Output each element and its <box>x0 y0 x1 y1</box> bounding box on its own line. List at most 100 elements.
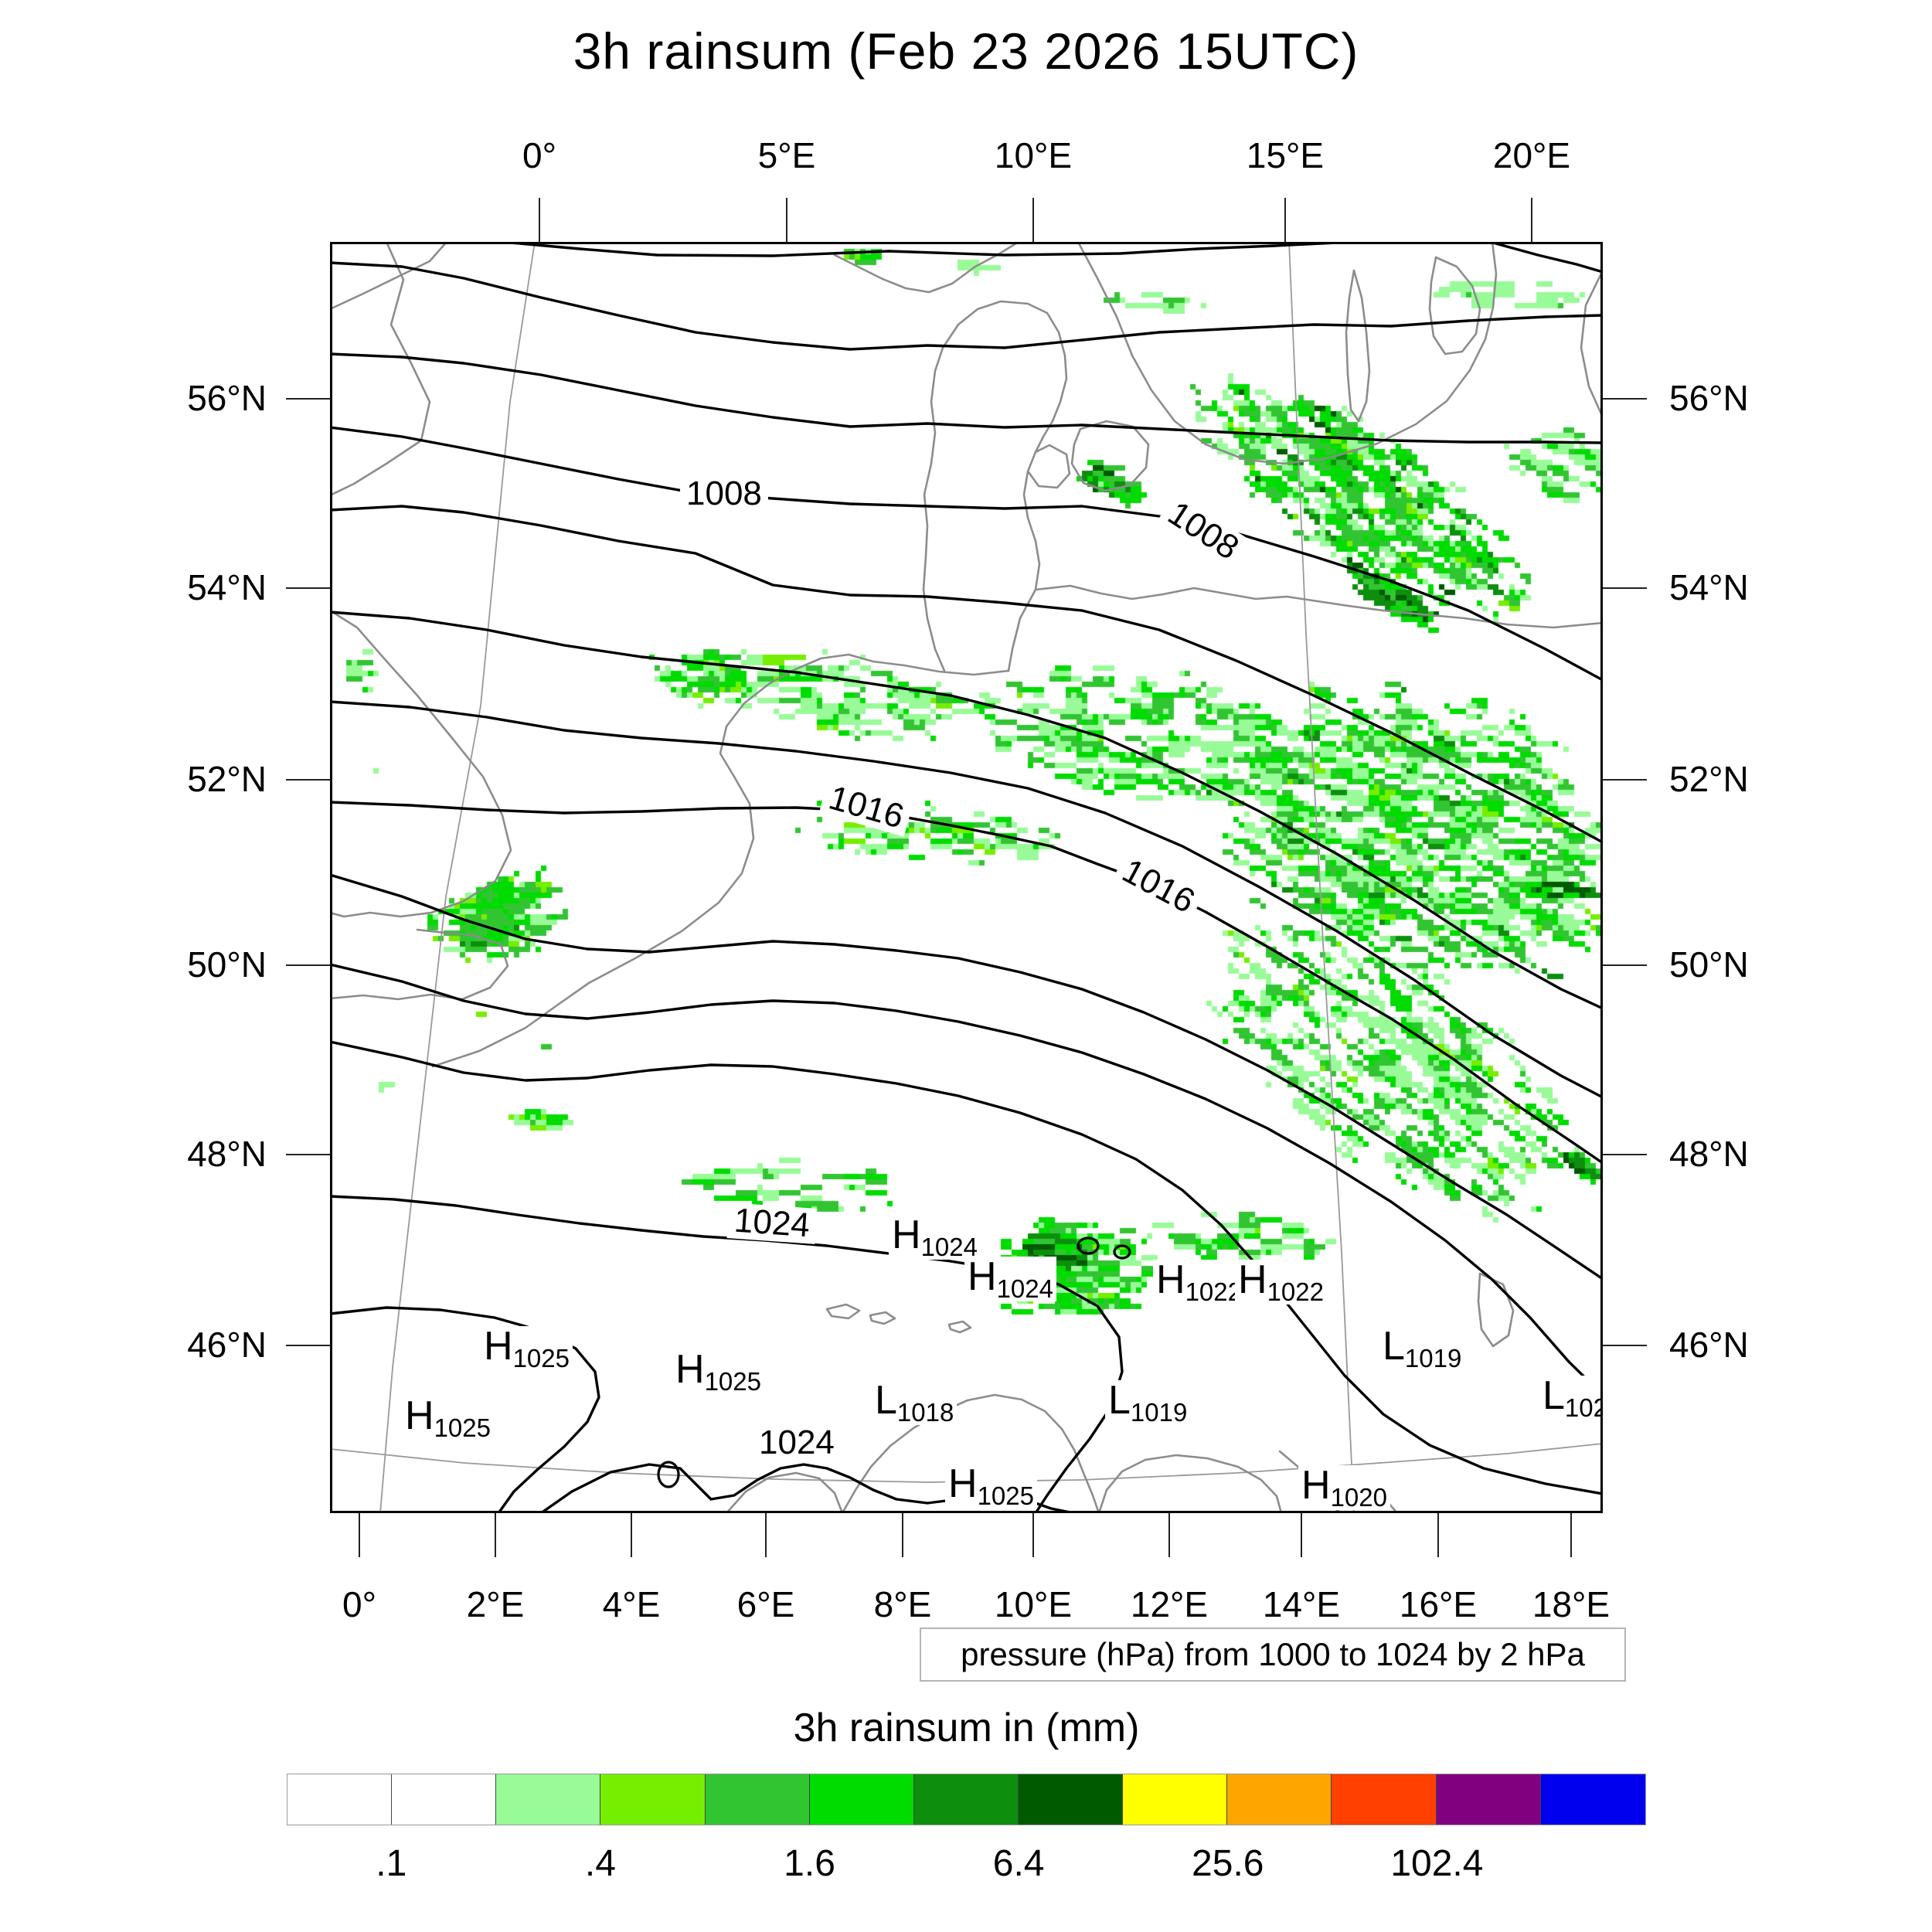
graticule-line <box>1288 242 1355 1513</box>
coastline <box>330 609 512 918</box>
axis-tick <box>1603 964 1647 966</box>
isobar-contour <box>501 242 1354 257</box>
colorbar-cell <box>1018 1774 1124 1825</box>
colorbar-cell <box>496 1774 601 1825</box>
pressure-caption-text: pressure (hPa) from 1000 to 1024 by 2 hP… <box>961 1636 1585 1672</box>
lon-label-top: 10°E <box>994 135 1073 175</box>
axis-tick <box>1531 198 1532 242</box>
isobar-closed-contour <box>1077 1236 1100 1255</box>
pressure-center-l1024: L1024 <box>1539 1376 1603 1420</box>
pressure-center-value: 1020 <box>1330 1483 1387 1512</box>
pressure-center-letter: H <box>892 1213 921 1257</box>
coastline <box>922 300 1068 672</box>
colorbar-cell <box>1123 1774 1228 1825</box>
coastline <box>431 669 794 1068</box>
isobar-contour <box>330 426 1603 682</box>
pressure-center-value: 1018 <box>896 1398 954 1427</box>
axis-tick <box>495 1513 496 1557</box>
lon-label-bottom: 10°E <box>994 1584 1073 1624</box>
colorbar-cell <box>392 1774 497 1825</box>
coastline <box>833 242 1020 294</box>
lon-label-bottom: 2°E <box>466 1584 525 1624</box>
isobar-contour <box>330 801 1603 1165</box>
pressure-center-letter: H <box>1301 1463 1331 1508</box>
isobar-label: 1008 <box>680 476 768 512</box>
lat-label-left: 48°N <box>187 1134 267 1174</box>
axis-tick <box>1603 587 1647 589</box>
pressure-center-letter: H <box>675 1347 705 1392</box>
coastline <box>330 242 431 497</box>
lon-label-top: 5°E <box>757 135 816 175</box>
colorbar-cell <box>913 1774 1019 1825</box>
axis-tick <box>1603 398 1647 400</box>
axis-tick <box>1570 1513 1572 1557</box>
pressure-center-letter: H <box>405 1393 434 1438</box>
lon-label-bottom: 16°E <box>1399 1584 1478 1624</box>
pressure-center-l1019: L1019 <box>1379 1324 1465 1372</box>
pressure-center-value: 1025 <box>977 1481 1034 1510</box>
lat-label-left: 56°N <box>187 378 267 418</box>
colorbar-cell <box>1227 1774 1332 1825</box>
colorbar-cell <box>1540 1774 1645 1825</box>
colorbar-tick-label: .1 <box>376 1843 407 1884</box>
axis-tick <box>1284 198 1286 242</box>
axis-tick <box>1437 1513 1439 1557</box>
coastline <box>1070 420 1150 492</box>
axis-tick <box>1603 1154 1647 1155</box>
pressure-center-value: 1022 <box>1267 1277 1324 1306</box>
pressure-center-value: 1025 <box>704 1367 761 1396</box>
pressure-center-h1025: H1025 <box>481 1326 573 1371</box>
pressure-center-value: 1024 <box>920 1233 978 1261</box>
lon-label-bottom: 0° <box>342 1584 376 1624</box>
colorbar-tick-label: 25.6 <box>1192 1843 1264 1884</box>
isobar-contour <box>330 611 1603 1010</box>
coastline <box>947 1320 972 1334</box>
coastline <box>791 653 1010 676</box>
lon-label-top: 20°E <box>1492 135 1571 175</box>
pressure-center-value: 1019 <box>1404 1344 1462 1372</box>
isobar-label: 1024 <box>753 1425 841 1461</box>
lon-label-bottom: 6°E <box>736 1584 795 1624</box>
lat-label-left: 46°N <box>187 1325 267 1365</box>
pressure-center-l1019: L1019 <box>1105 1378 1191 1425</box>
pressure-center-h1024: H1024 <box>964 1257 1056 1301</box>
isobar-contour <box>1488 242 1603 274</box>
axis-tick <box>1603 779 1647 781</box>
colorbar-cell <box>1332 1774 1437 1825</box>
colorbar-tick-label: 1.6 <box>784 1843 835 1884</box>
pressure-center-h1025: H1025 <box>672 1349 764 1394</box>
pressure-center-letter: H <box>968 1254 997 1299</box>
colorbar-tick-label: 6.4 <box>992 1843 1045 1884</box>
pressure-center-value: 1025 <box>434 1413 491 1442</box>
axis-tick <box>286 779 330 781</box>
pressure-center-letter: L <box>1383 1324 1405 1369</box>
coastline <box>1034 584 1603 629</box>
axis-tick <box>1032 1513 1034 1557</box>
coastline <box>841 1393 1100 1513</box>
axis-tick <box>1603 1345 1647 1346</box>
colorbar-cell <box>600 1774 706 1825</box>
isobar-contour <box>330 1306 600 1513</box>
lat-label-right: 50°N <box>1669 944 1749 985</box>
map-label-layer: 1008 1008 1016 1016 1024 1024 H1025 H1025 H1025 L… <box>330 242 1603 1513</box>
lat-label-right: 46°N <box>1669 1325 1749 1365</box>
axis-tick <box>539 198 540 242</box>
lat-label-right: 52°N <box>1669 759 1749 799</box>
pressure-center-h1025: H1025 <box>945 1464 1037 1509</box>
coastline <box>1077 242 1498 465</box>
pressure-center-letter: L <box>1543 1373 1565 1418</box>
pressure-center-letter: L <box>875 1378 897 1423</box>
isobar-contour <box>330 261 1603 351</box>
pressure-center-h1022: H1022 <box>1235 1260 1327 1304</box>
colorbar-cell <box>287 1774 393 1825</box>
lat-label-right: 56°N <box>1669 378 1749 418</box>
isobar-contour <box>330 963 1603 1396</box>
isobar-contour <box>330 505 1603 844</box>
pressure-center-letter: L <box>1108 1378 1131 1423</box>
lon-label-top: 0° <box>522 135 556 175</box>
lon-label-bottom: 14°E <box>1262 1584 1341 1624</box>
pressure-center-h1024: H1024 <box>889 1215 981 1260</box>
axis-tick <box>1032 198 1034 242</box>
